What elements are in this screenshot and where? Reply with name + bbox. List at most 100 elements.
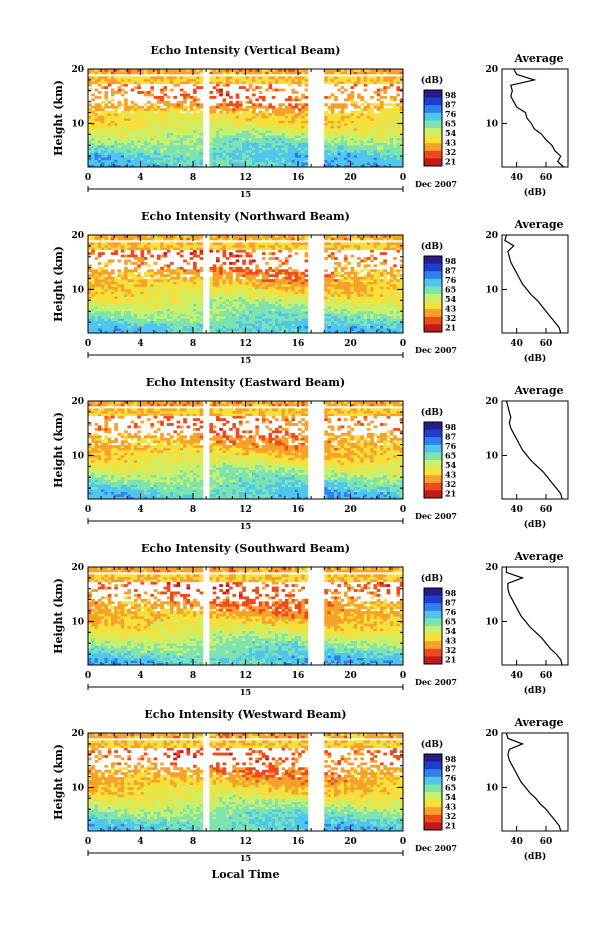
heatmap-cell [232, 309, 236, 312]
heatmap-cell [393, 128, 397, 131]
heatmap-cell [298, 143, 302, 146]
heatmap-cell [262, 272, 266, 275]
heatmap-cell [305, 157, 309, 160]
heatmap-cell [127, 260, 131, 263]
heatmap-cell [337, 106, 341, 109]
heatmap-cell [147, 250, 151, 253]
heatmap-cell [272, 120, 276, 123]
heatmap-cell [167, 125, 171, 128]
heatmap-cell [249, 98, 253, 101]
heatmap-cell [265, 299, 269, 302]
heatmap-cell [236, 138, 240, 141]
heatmap-cell [183, 138, 187, 141]
heatmap-cell [147, 150, 151, 153]
heatmap-cell [121, 138, 125, 141]
heatmap-cell [98, 267, 102, 270]
heatmap-cell [101, 157, 105, 160]
heatmap-cell [275, 323, 279, 326]
heatmap-cell [104, 323, 108, 326]
heatmap-cell [337, 130, 341, 133]
heatmap-cell [183, 291, 187, 294]
heatmap-cell [131, 282, 135, 285]
heatmap-cell [127, 130, 131, 133]
heatmap-cell [236, 321, 240, 324]
heatmap-cell [259, 138, 263, 141]
heatmap-cell [272, 289, 276, 292]
heatmap-cell [301, 143, 305, 146]
heatmap-cell [209, 152, 213, 155]
heatmap-cell [380, 125, 384, 128]
heatmap-cell [390, 155, 394, 158]
heatmap-cell [288, 84, 292, 87]
heatmap-cell [154, 128, 158, 131]
heatmap-cell [177, 81, 181, 84]
heatmap-cell [190, 291, 194, 294]
heatmap-cell [98, 157, 102, 160]
heatmap-cell [196, 284, 200, 287]
heatmap-cell [111, 130, 115, 133]
heatmap-cell [131, 133, 135, 136]
heatmap-cell [259, 150, 263, 153]
heatmap-cell [298, 162, 302, 165]
heatmap-cell [337, 135, 341, 138]
heatmap-cell [209, 138, 213, 141]
heatmap-cell [193, 291, 197, 294]
heatmap-cell [383, 128, 387, 131]
heatmap-cell [393, 123, 397, 126]
heatmap-cell [282, 145, 286, 148]
heatmap-cell [213, 264, 217, 267]
heatmap-cell [124, 108, 128, 111]
heatmap-cell [236, 140, 240, 143]
heatmap-cell [108, 299, 112, 302]
heatmap-cell [183, 242, 187, 245]
heatmap-cell [104, 262, 108, 265]
heatmap-cell [393, 125, 397, 128]
heatmap-cell [268, 113, 272, 116]
heatmap-cell [229, 140, 233, 143]
heatmap-cell [246, 306, 250, 309]
heatmap-cell [213, 79, 217, 82]
heatmap-cell [180, 125, 184, 128]
heatmap-cell [301, 96, 305, 99]
heatmap-cell [213, 269, 217, 272]
heatmap-cell [249, 123, 253, 126]
heatmap-cell [183, 113, 187, 116]
heatmap-cell [193, 140, 197, 143]
heatmap-cell [95, 242, 99, 245]
heatmap-cell [246, 125, 250, 128]
heatmap-cell [141, 286, 145, 289]
heatmap-cell [393, 157, 397, 160]
heatmap-cell [177, 143, 181, 146]
heatmap-cell [223, 103, 227, 106]
heatmap-cell [249, 152, 253, 155]
heatmap-cell [101, 286, 105, 289]
heatmap-cell [295, 150, 299, 153]
heatmap-cell [275, 291, 279, 294]
heatmap-cell [144, 162, 148, 165]
heatmap-cell [213, 286, 217, 289]
heatmap-cell [232, 152, 236, 155]
heatmap-cell [134, 323, 138, 326]
heatmap-cell [229, 76, 233, 79]
heatmap-cell [186, 282, 190, 285]
colorbar-swatch [424, 105, 442, 113]
heatmap-cell [259, 143, 263, 146]
heatmap-cell [249, 118, 253, 121]
heatmap-cell [190, 120, 194, 123]
heatmap-cell [114, 111, 118, 114]
heatmap-cell [141, 282, 145, 285]
heatmap-cell [232, 143, 236, 146]
heatmap-cell [360, 113, 364, 116]
heatmap-cell [88, 135, 92, 138]
heatmap-cell [337, 120, 341, 123]
heatmap-cell [390, 84, 394, 87]
heatmap-cell [341, 108, 345, 111]
heatmap-cell [390, 98, 394, 101]
heatmap-cell [262, 98, 266, 101]
heatmap-cell [124, 316, 128, 319]
heatmap-cell [98, 140, 102, 143]
heatmap-cell [180, 128, 184, 131]
heatmap-cell [95, 135, 99, 138]
heatmap-cell [305, 150, 309, 153]
heatmap-cell [288, 123, 292, 126]
